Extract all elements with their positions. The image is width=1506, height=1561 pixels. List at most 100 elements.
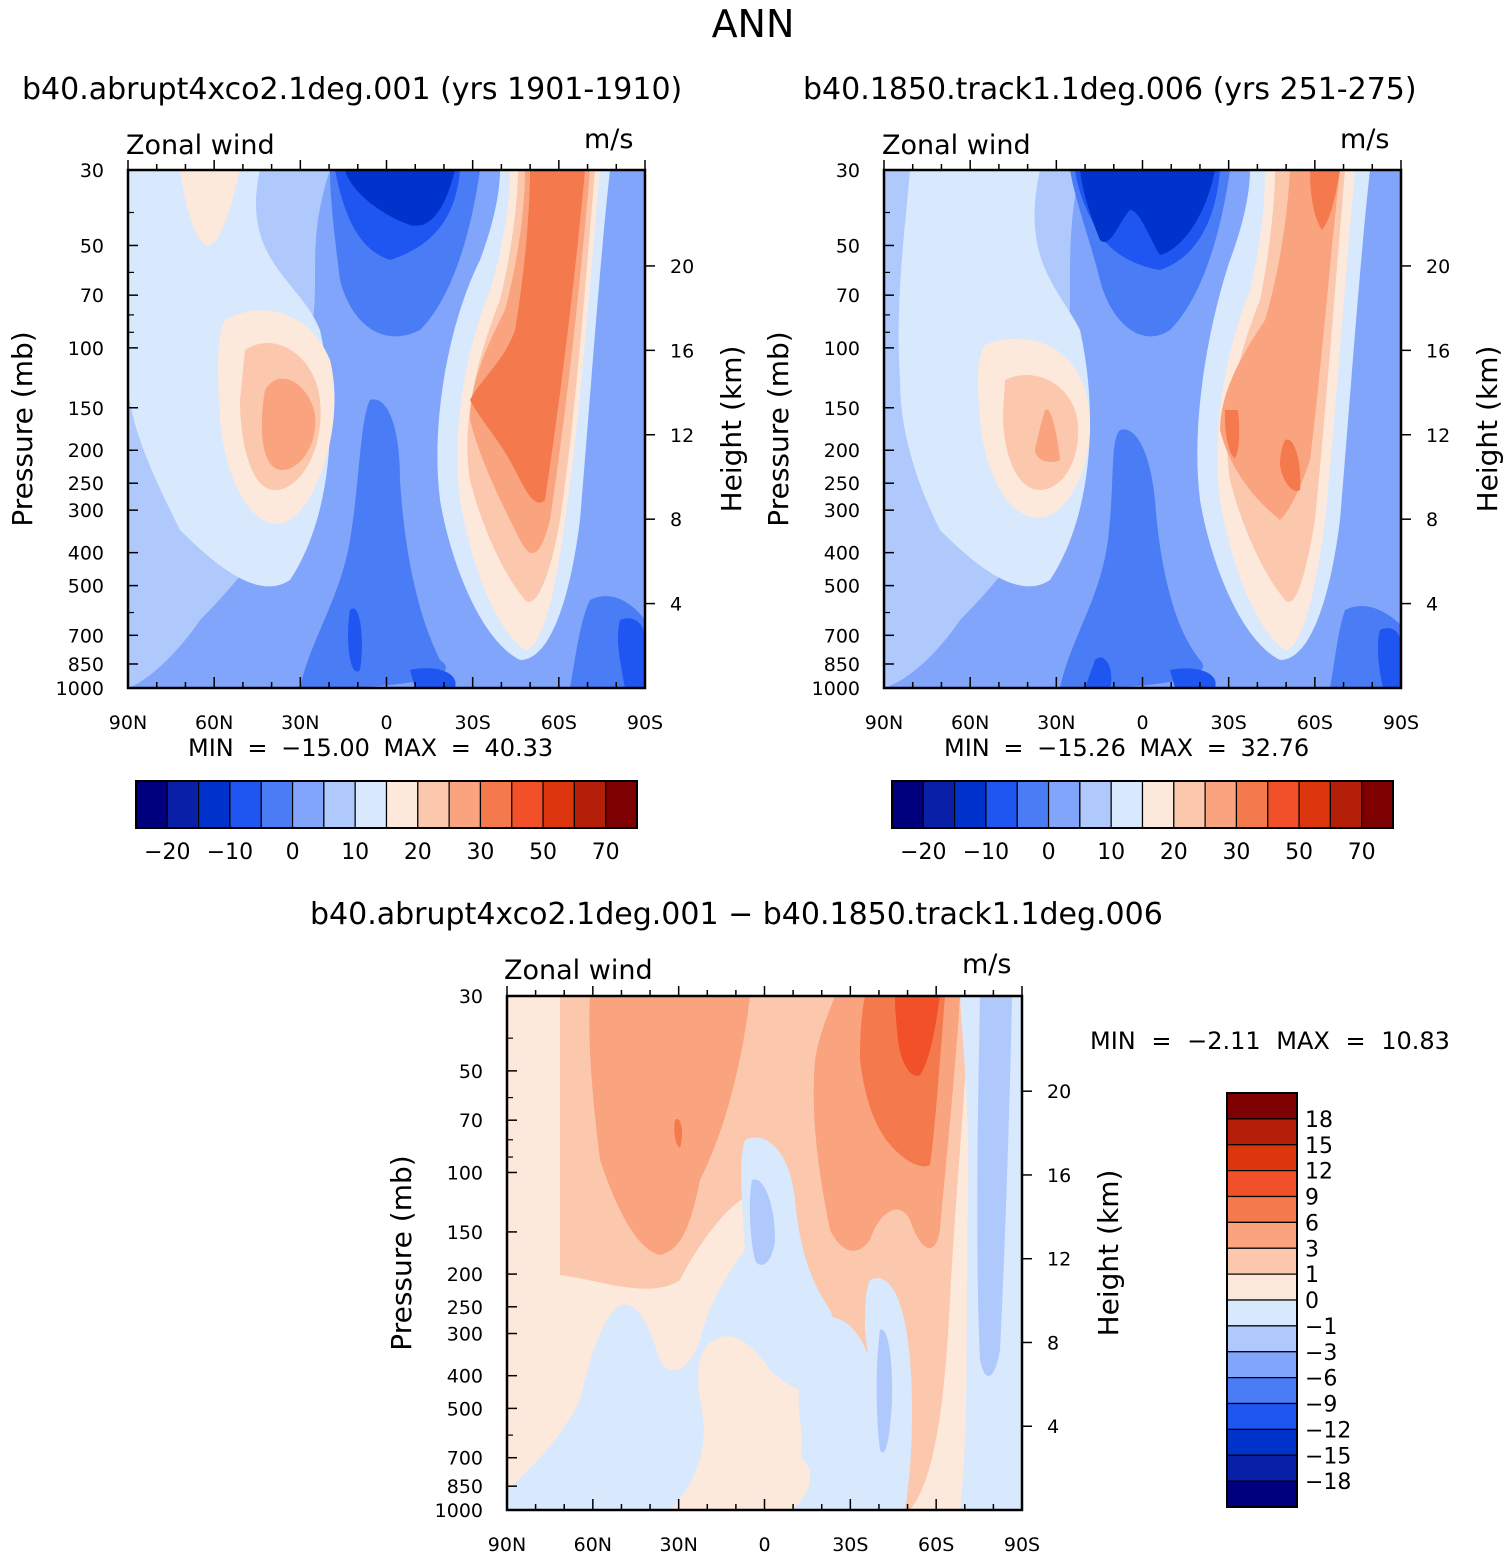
panel2-ytick-label: 50	[836, 235, 860, 257]
panel3-ytick-right-label: 12	[1047, 1249, 1071, 1271]
panel3-colorbar-box	[1226, 1092, 1298, 1120]
panel3-colorbar-label: −6	[1305, 1367, 1337, 1392]
panel2-colorbar-box	[1016, 780, 1050, 829]
panel1-colorbar-label: 50	[529, 840, 557, 865]
panel2-colorbar-box	[1361, 780, 1394, 829]
panel3-xtick-label: 30N	[659, 1534, 697, 1556]
panel1-xtick-label: 60S	[541, 712, 577, 734]
panel1-colorbar-box	[135, 780, 168, 829]
panel2-xtick-label: 0	[1136, 712, 1148, 734]
panel2-ytick-label: 300	[824, 500, 860, 522]
panel1-ytick-label: 700	[68, 625, 104, 647]
panel3-colorbar-label: 0	[1305, 1289, 1319, 1314]
panel2-colorbar-box	[1173, 780, 1206, 829]
panel2-ytick-label: 250	[824, 473, 860, 495]
panel1-xtick-label: 0	[380, 712, 392, 734]
panel2-minmax: MIN = −15.26 MAX = 32.76	[944, 734, 1310, 762]
panel1-colorbar-box	[229, 780, 262, 829]
panel3-ytick-right-label: 16	[1047, 1165, 1071, 1187]
panel2-colorbar-box	[1204, 780, 1238, 829]
panel3-colorbar-box	[1226, 1325, 1298, 1353]
panel2-colorbar-box	[1235, 780, 1269, 829]
panel1-colorbar-box	[417, 780, 450, 829]
panel1-colorbar-box	[385, 780, 419, 829]
panel1-colorbar-box	[260, 780, 294, 829]
panel3-xtick-label: 60S	[918, 1534, 954, 1556]
panel3-colorbar-label: 9	[1305, 1186, 1319, 1211]
panel2-ytick-label: 400	[824, 543, 860, 565]
panel1-units: m/s	[584, 124, 634, 155]
panel1-ylabel-right: Height (km)	[715, 346, 748, 513]
panel3-colorbar-box	[1226, 1428, 1298, 1456]
panel3-xtick-label: 60N	[574, 1534, 612, 1556]
panel2-xtick-label: 60N	[951, 712, 989, 734]
panel3-ytick-label: 70	[459, 1110, 483, 1132]
panel1-ytick-label: 300	[68, 500, 104, 522]
panel3-ylabel: Pressure (mb)	[385, 1155, 418, 1350]
panel1-ytick-right-label: 4	[670, 594, 682, 616]
panel3-colorbar-box	[1226, 1351, 1298, 1379]
panel2-colorbar-box	[1047, 780, 1081, 829]
panel2-ytick-right-label: 12	[1426, 425, 1450, 447]
panel3-ytick-right-label: 20	[1047, 1081, 1071, 1103]
panel2-ytick-label: 700	[824, 625, 860, 647]
panel3-colorbar-box	[1226, 1247, 1298, 1275]
panel3-colorbar-box	[1226, 1170, 1298, 1198]
panel1-ytick-label: 500	[68, 576, 104, 598]
panel1-colorbar-box	[542, 780, 575, 829]
panel3-ytick-label: 200	[447, 1264, 483, 1286]
panel3-ytick-right-label: 4	[1047, 1416, 1059, 1438]
panel3-xtick-label: 0	[758, 1534, 770, 1556]
panel3-ytick-label: 30	[459, 986, 483, 1008]
panel1-ytick-right-label: 16	[670, 340, 694, 362]
panel1-xtick-label: 90N	[109, 712, 147, 734]
panel2-colorbar-label: −10	[963, 840, 1009, 865]
panel1-colorbar-frame	[135, 780, 638, 829]
panel3-colorbar-label: 15	[1305, 1134, 1333, 1159]
panel1-colorbar-box	[166, 780, 200, 829]
axes-layer: 90N 60N 30N 0 30S 60S 90S305070100150200250300…	[6, 160, 1504, 1556]
panel1-colorbar-box	[291, 780, 325, 829]
panel1-colorbar-label: 10	[341, 840, 369, 865]
panel2-ylabel: Pressure (mb)	[762, 331, 795, 526]
panel2-xtick-label: 60S	[1297, 712, 1333, 734]
panel2-colorbar-label: 70	[1348, 840, 1376, 865]
panel1-ytick-label: 100	[68, 338, 104, 360]
panel1-colorbar-label: 30	[466, 840, 494, 865]
panel2-xtick-label: 30S	[1211, 712, 1247, 734]
panel2-colorbar-box	[954, 780, 987, 829]
panel3-colorbar-box	[1226, 1480, 1298, 1508]
panel2-xtick-label: 30N	[1037, 712, 1075, 734]
panel1-xtick-label: 30S	[455, 712, 491, 734]
panel1-contours	[128, 170, 645, 688]
panel3-colorbar-box	[1226, 1454, 1298, 1482]
panel2-ytick-label: 70	[836, 285, 860, 307]
panel2-ytick-label: 150	[824, 398, 860, 420]
panel2-ytick-label: 200	[824, 440, 860, 462]
panel2-units: m/s	[1340, 124, 1390, 155]
panel1-left-text: Zonal wind	[126, 130, 275, 161]
panel1-colorbar-box	[511, 780, 544, 829]
panel1-ytick-label: 150	[68, 398, 104, 420]
panel3-colorbar-label: −1	[1305, 1315, 1337, 1340]
panel3-xtick-label: 90N	[488, 1534, 526, 1556]
panel2-colorbar-box	[891, 780, 924, 829]
panel2-colorbar-box	[1141, 780, 1175, 829]
panel1-ytick-label: 50	[80, 235, 104, 257]
panel1-colorbar-label: 20	[404, 840, 432, 865]
panel1-colorbar-box	[354, 780, 388, 829]
panel2-colorbar-box	[1329, 780, 1363, 829]
panel3-units: m/s	[962, 949, 1012, 980]
panel3-colorbar-frame	[1226, 1092, 1298, 1508]
panel3-ytick-label: 100	[447, 1162, 483, 1184]
panel2-ytick-right-label: 8	[1426, 509, 1438, 531]
panel1-ylabel: Pressure (mb)	[6, 331, 39, 526]
panel3-ytick-label: 150	[447, 1222, 483, 1244]
panel2-title: b40.1850.track1.1deg.006 (yrs 251-275)	[803, 72, 1417, 107]
panel1-minmax: MIN = −15.00 MAX = 40.33	[188, 734, 554, 762]
panel2-colorbar-label: 0	[1042, 840, 1056, 865]
panel1-ytick-label: 200	[68, 440, 104, 462]
panel2-colorbar-box	[1298, 780, 1331, 829]
panel1-ytick-label: 30	[80, 160, 104, 182]
panel3-colorbar-box	[1226, 1377, 1298, 1405]
